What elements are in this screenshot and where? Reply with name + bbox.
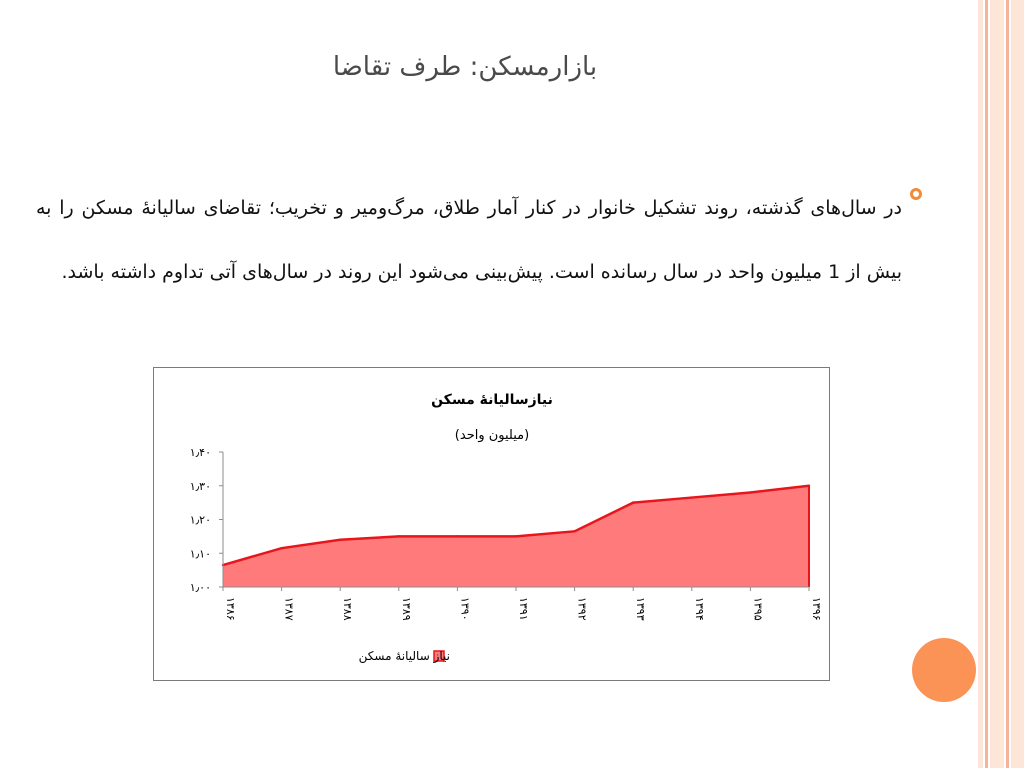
y-tick-label: ۱٫۲۰	[190, 514, 211, 527]
x-tick-label: ۱۳۹۴	[693, 597, 706, 621]
y-tick-label: ۱٫۱۰	[190, 547, 211, 560]
x-tick-label: ۱۳۹۰	[458, 597, 471, 621]
y-tick-label: ۱٫۴۰	[190, 446, 211, 459]
decor-circle	[912, 638, 976, 702]
data-point	[573, 530, 576, 533]
decor-stripe-2	[985, 0, 988, 768]
chart-container: نیازسالیانۀ مسکن (میلیون واحد) ۱٫۰۰ ۱٫۱۰ ۱٫۲…	[153, 367, 830, 681]
x-tick-label: ۱۳۹۱	[517, 597, 530, 621]
slide-title: بازارمسکن: طرف تقاضا	[332, 52, 598, 82]
legend-swatch	[433, 650, 445, 662]
chart-subtitle: (میلیون واحد)	[455, 428, 529, 443]
data-point	[749, 491, 752, 494]
y-tick-label: ۱٫۳۰	[190, 480, 211, 493]
data-point	[690, 496, 693, 499]
decor-stripe-3	[990, 0, 1004, 768]
bullet-text: در سال‌های گذشته، روند تشکیل خانوار در ک…	[36, 197, 902, 283]
data-point	[514, 535, 518, 538]
x-tick-label: ۱۳۸۹	[400, 597, 413, 621]
x-tick-label: ۱۳۹۵	[751, 597, 764, 621]
housing-demand-chart: نیازسالیانۀ مسکن (میلیون واحد) ۱٫۰۰ ۱٫۱۰ ۱٫۲…	[190, 392, 823, 664]
x-tick-label: ۱۳۹۶	[810, 597, 823, 621]
decor-stripe-5	[1011, 0, 1024, 768]
x-tick-label: ۱۳۹۲	[576, 597, 589, 621]
decor-stripe-1	[978, 0, 983, 768]
data-point	[397, 535, 400, 538]
x-tick-label: ۱۳۸۷	[283, 597, 296, 621]
y-tick-label: ۱٫۰۰	[190, 581, 211, 594]
data-point	[280, 546, 283, 550]
decor-stripe-4	[1006, 0, 1009, 768]
x-tick-label: ۱۳۸۶	[224, 597, 237, 621]
x-tick-label: ۱۳۸۸	[341, 597, 354, 621]
bullet-circle-icon	[910, 188, 922, 200]
legend-label: نیاز سالیانۀ مسکن	[359, 649, 450, 664]
x-tick-label: ۱۳۹۳	[634, 597, 647, 621]
data-point	[339, 538, 342, 541]
data-point	[456, 535, 459, 538]
data-point	[807, 484, 811, 487]
chart-title: نیازسالیانۀ مسکن	[431, 392, 553, 408]
data-point	[632, 501, 635, 504]
